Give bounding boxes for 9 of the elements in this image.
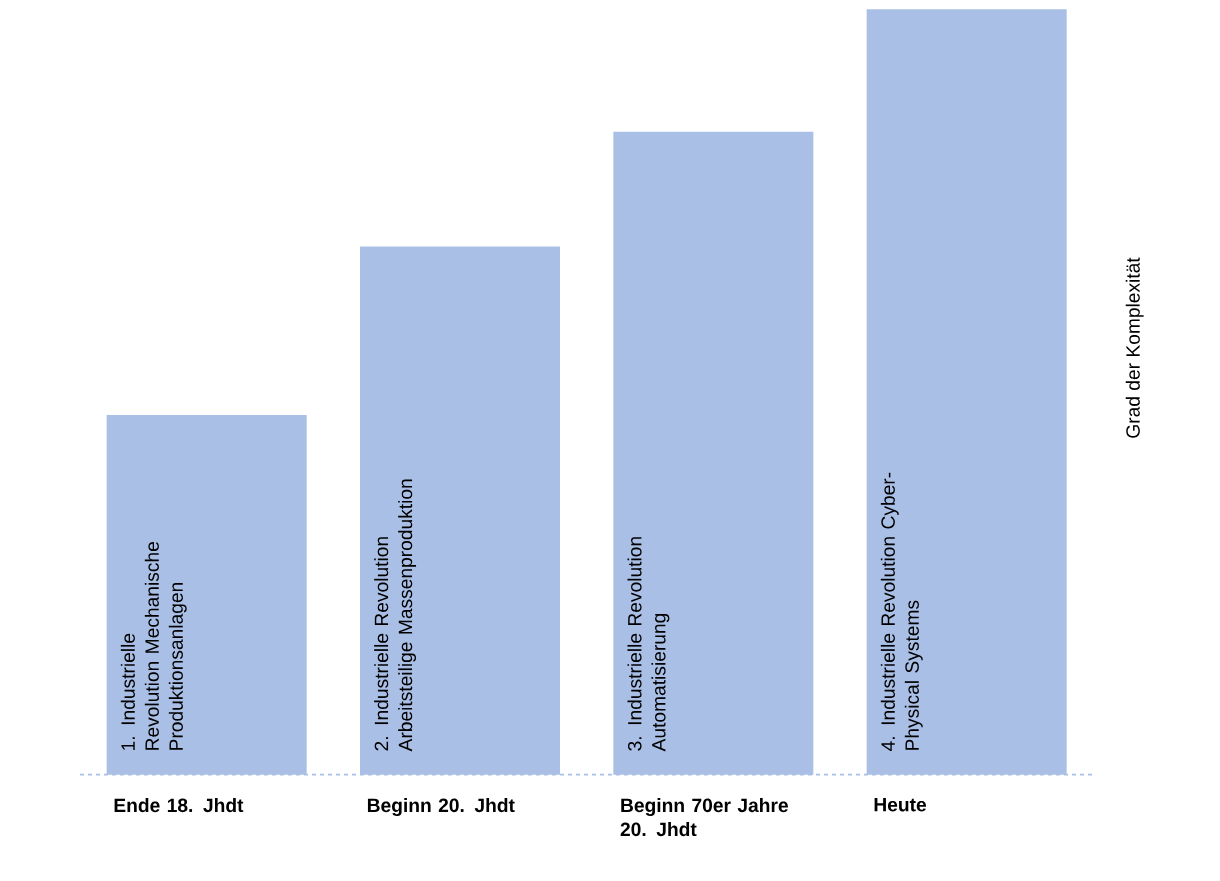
x-tick-label: Beginn 20. Jhdt	[367, 797, 515, 816]
annotation: 2. Industrielle Revolution Arbeitsteilige Massenproduktion	[374, 479, 417, 752]
x-tick-label: Ende 18. Jhdt	[114, 797, 244, 812]
annotation: 3. Industrielle Revolution Automatisierung	[627, 536, 670, 752]
x-tick-label: Heute	[874, 797, 927, 812]
annotation: 4. Industrielle Revolution Cyber-Physical Systems	[880, 472, 923, 751]
annotation: 1. Industrielle Revolution Mechanische Produktionsanlagen	[120, 541, 187, 750]
x-tick-label: Beginn 70er Jahre 20. Jhdt	[620, 797, 788, 836]
y-axis-title: Grad der Komplexität	[1125, 257, 1144, 438]
